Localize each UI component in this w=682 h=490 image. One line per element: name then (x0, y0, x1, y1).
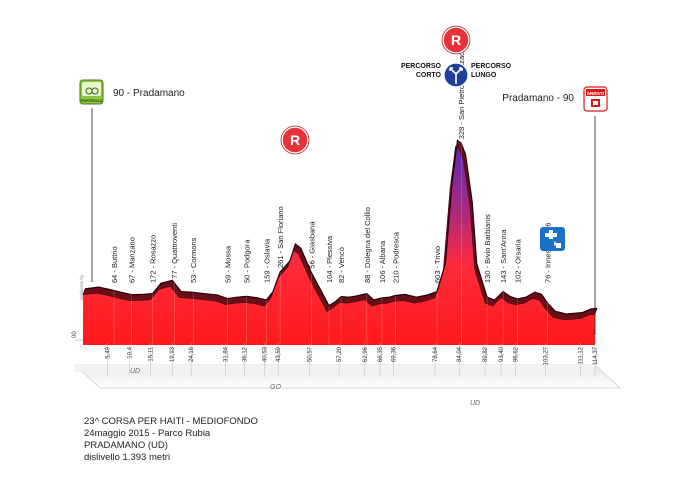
km-tick-label: 15,11 (149, 346, 155, 361)
km-tick-label: 111,12 (578, 346, 584, 364)
province-label-3: UD (470, 400, 480, 407)
km-tick-label: 50,57 (307, 346, 313, 362)
km-tick-label: 114,37 (593, 346, 599, 365)
floor-band-lower (75, 365, 595, 372)
waypoint-label: 64 - Buttrio (110, 246, 119, 283)
sprint-badge-1-text: R (290, 132, 300, 148)
km-tick-label: 69,36 (392, 346, 398, 362)
sprint-badge-2-text: R (451, 32, 461, 48)
km-tick-label: 78,64 (433, 346, 439, 362)
km-tick-label: 62,96 (363, 346, 369, 362)
split-left-line1: PERCORSO (401, 63, 442, 70)
waypoint-label: 172 - Rosazzo (149, 235, 158, 283)
refreshment-badge (540, 227, 565, 251)
km-tick-label: 19,93 (170, 346, 176, 362)
waypoint-label: 603 - Trivio (433, 246, 442, 283)
km-tick-label: 31,84 (224, 346, 230, 362)
waypoint-label: 102 - Orsaria (514, 238, 523, 283)
waypoint-label: 67 - Manzano (128, 237, 137, 283)
km-tick-label: 24,16 (189, 346, 195, 362)
province-label-1: UD (130, 368, 140, 375)
waypoint-label: 106 - Albana (378, 240, 387, 283)
waypoint-label: 56 - Giasbana (307, 221, 316, 269)
waypoint-label: 59 - Mossa (224, 245, 233, 283)
waypoint-label: 328 - San Pietro Chiazzacco (457, 44, 466, 139)
province-label-2: GO (270, 384, 281, 391)
km-tick-label: 36,12 (243, 346, 249, 362)
km-tick-label: 84,04 (457, 346, 463, 362)
waypoint-label: 76 - Innesto SR56 (543, 223, 552, 283)
km-tick-label: 103,27 (543, 346, 549, 365)
waypoint-label: 88 - Dolegna del Collio (363, 207, 372, 283)
km-tick-label: 93,40 (499, 346, 505, 362)
waypoint-label: 77 - Quattroventi (170, 223, 179, 279)
start-label: 90 - Pradamano (113, 88, 185, 99)
profile-outline (84, 139, 598, 315)
tap-icon (545, 233, 557, 239)
waypoint-label: 82 - Vencò (337, 247, 346, 283)
start-badge: PARTENZA (79, 79, 104, 105)
split-right-line2: LUNGO (471, 72, 497, 79)
waypoint-label: 261 - San Floriano (276, 206, 285, 268)
km-tick-label: 96,62 (514, 346, 520, 362)
start-badge-text: PARTENZA (81, 98, 103, 103)
race-info: 23^ CORSA PER HAITI - MEDIOFONDO 24maggi… (84, 416, 258, 464)
waypoint-label: 53 - Cormons (189, 237, 198, 283)
split-right-line1: PERCORSO (471, 63, 512, 70)
km-tick-label: 10,4 (128, 346, 134, 358)
km-tick-label: 40,53 (262, 346, 268, 362)
waypoint-label: 159 - Oslavia (262, 238, 271, 283)
km-tick-label: 89,82 (483, 346, 489, 362)
sprint-badge-1: R (280, 125, 310, 155)
km-tick-label: 43,59 (276, 346, 282, 362)
race-info-date: 24maggio 2015 - Parco Rubia (84, 428, 211, 439)
km-tick-label: 5,49 (106, 346, 112, 358)
waypoint-label: 50 - Podgora (243, 239, 252, 283)
race-info-place: PRADAMANO (UD) (84, 440, 168, 451)
sprint-badge-2: R (441, 25, 471, 55)
waypoint-label: 130 - Bivio Barbianis (483, 214, 492, 283)
split-left-line2: CORTO (416, 72, 442, 79)
finish-badge: ARRIVO (583, 86, 608, 112)
waypoint-label: 104 - Plessiva (325, 235, 334, 283)
race-info-title: 23^ CORSA PER HAITI - MEDIOFONDO (84, 416, 258, 427)
profile-side-area (83, 146, 595, 345)
finish-label: Pradamano - 90 (502, 93, 574, 104)
km-tick-label: 66,35 (378, 346, 384, 362)
route-split-badge (443, 62, 469, 88)
side-note: realizzato by (79, 274, 84, 300)
fork-arrows-icon (449, 67, 463, 84)
zero-label: 00 (72, 331, 78, 338)
race-info-climb: dislivello 1.393 metri (84, 452, 171, 463)
waypoint-label: 210 - Podresca (392, 231, 401, 283)
waypoint-label: 143 - Sant'Anna (499, 229, 508, 283)
finish-badge-text: ARRIVO (587, 91, 605, 96)
km-tick-label: 57,20 (337, 346, 343, 362)
